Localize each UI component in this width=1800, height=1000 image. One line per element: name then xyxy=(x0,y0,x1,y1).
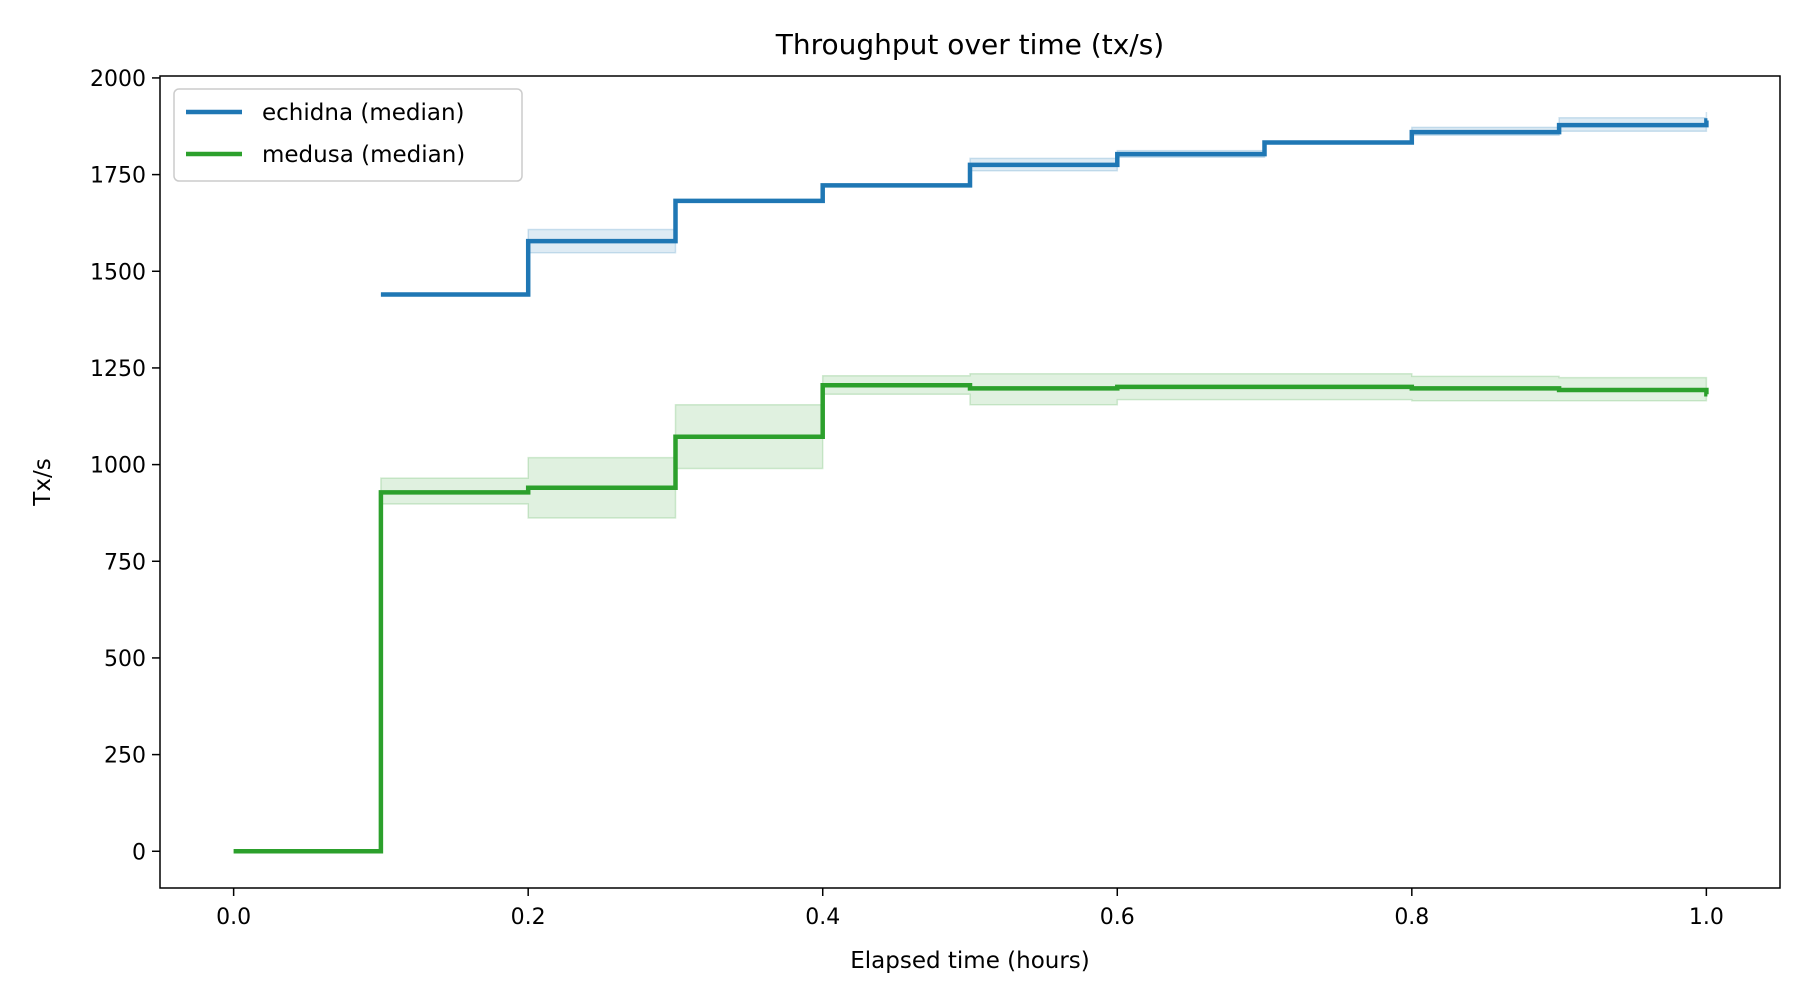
y-tick-label: 500 xyxy=(104,647,146,672)
x-tick-label: 1.0 xyxy=(1689,905,1724,930)
y-tick-label: 1250 xyxy=(90,357,146,382)
x-tick-label: 0.8 xyxy=(1394,905,1429,930)
y-tick-label: 1000 xyxy=(90,454,146,479)
chart-title: Throughput over time (tx/s) xyxy=(775,28,1164,61)
legend-label-echidna: echidna (median) xyxy=(262,100,465,126)
y-axis: 0 250 500 750 1000 1250 1500 1750 2000 xyxy=(90,67,160,865)
y-tick-label: 2000 xyxy=(90,67,146,92)
series-line-0 xyxy=(380,118,1709,297)
x-tick-label: 0.4 xyxy=(805,905,840,930)
legend-label-medusa: medusa (median) xyxy=(262,142,465,168)
legend-frame xyxy=(173,88,523,182)
x-tick-label: 0.2 xyxy=(511,905,546,930)
x-tick-label: 0.0 xyxy=(216,905,251,930)
y-tick-label: 1750 xyxy=(90,164,146,189)
x-axis: 0.0 0.2 0.4 0.6 0.8 1.0 xyxy=(216,888,1724,930)
plot-frame xyxy=(159,75,1781,889)
y-tick-label: 250 xyxy=(104,744,146,769)
legend: echidna (median) medusa (median) xyxy=(173,88,523,182)
y-tick-label: 0 xyxy=(132,840,146,865)
x-axis-label: Elapsed time (hours) xyxy=(850,948,1090,974)
series-line-1 xyxy=(233,383,1709,854)
y-axis-label: Tx/s xyxy=(30,458,56,506)
x-tick-label: 0.6 xyxy=(1100,905,1135,930)
series-lines xyxy=(233,118,1709,854)
y-tick-label: 1500 xyxy=(90,260,146,285)
y-tick-label: 750 xyxy=(104,550,146,575)
